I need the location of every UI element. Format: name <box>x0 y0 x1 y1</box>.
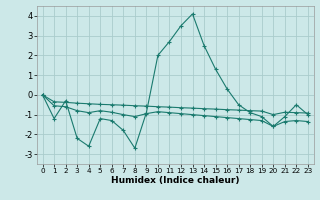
X-axis label: Humidex (Indice chaleur): Humidex (Indice chaleur) <box>111 176 239 185</box>
